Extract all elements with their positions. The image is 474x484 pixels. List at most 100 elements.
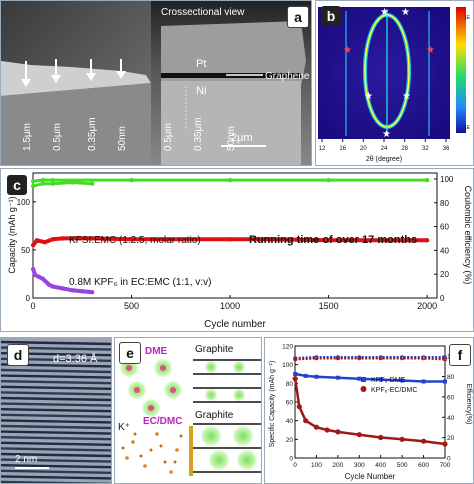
intercalated-ion-blob: [233, 361, 245, 373]
panel-e-graphite-top: Graphite: [195, 344, 234, 355]
panel-c-data-point: [385, 238, 390, 243]
scalebar-a: 2μm: [231, 132, 253, 144]
panel-f-data-point: [314, 356, 319, 361]
panel-c-xtick-label: 1000: [220, 301, 240, 311]
svg-text:★: ★: [380, 7, 389, 18]
panel-c-y2label: Coulombic efficiency (%): [463, 186, 473, 285]
panel-c-data-point: [31, 183, 36, 189]
panel-f-data-point: [400, 356, 405, 361]
panel-c-y2tick-label: 0: [440, 294, 445, 303]
panel-c-label-running: Running time of over 17 months: [249, 234, 417, 246]
panel-c-data-point: [42, 240, 47, 245]
panel-c-data-point: [89, 181, 95, 186]
panel-c: 0 500 1000 1500 2000 0 50 100 0 20 40 60 80 100 Capac…: [0, 168, 474, 332]
panel-b-heatmap: ★ ★ ★ ★ ★ ★ ★ 1E 1E 12 16 20 24 28 32 36 2θ (d…: [318, 7, 471, 163]
panel-d-scalebar: 2 nm: [15, 454, 37, 465]
panel-f-data-point: [293, 372, 298, 376]
panel-f-data-point: [378, 434, 384, 441]
lattice-fringe: [1, 464, 111, 469]
panel-f-data-point: [443, 379, 447, 384]
panel-c-ytick-label: 100: [17, 198, 31, 207]
panel-c-data-point: [424, 238, 430, 243]
panel-c-data-point: [188, 237, 193, 242]
panel-b-xtick-label: 28: [401, 146, 408, 152]
solvent-molecule: [143, 464, 147, 468]
ni-label: Ni: [196, 85, 206, 97]
panel-c-label-kpf6: 0.8M KPF₆ in EC:EMC (1:1, v:v): [69, 277, 211, 288]
panel-f-data-point: [324, 427, 330, 433]
panel-c-data-point: [80, 289, 85, 294]
panel-f-xtick-label: 700: [440, 462, 451, 469]
panel-e-k-ion: K⁺: [118, 422, 130, 433]
lattice-fringe: [1, 452, 111, 458]
panel-f-xtick-label: 0: [293, 462, 297, 469]
solvent-molecule: [179, 434, 183, 438]
lattice-fringe: [1, 396, 111, 402]
panel-f-xtick-label: 100: [311, 462, 322, 469]
panel-f-y2tick-label: 0: [447, 456, 451, 463]
solvated-ion-core: [160, 365, 166, 371]
panel-f-ytick-label: 40: [286, 418, 294, 425]
panel-a: Crossectional view Pt Ni Graphene 2μm 1.…: [0, 0, 312, 166]
panel-c-y2tick-label: 20: [440, 270, 449, 279]
panel-c-tag: c: [7, 175, 27, 195]
panel-a-sem-image: Crossectional view Pt Ni Graphene 2μm 1.…: [1, 1, 311, 165]
lattice-fringe: [1, 391, 111, 396]
panel-f-data-point: [293, 357, 298, 362]
panel-f-chart: 0 100 200 300 400 500 600 700020406080100120020…: [269, 344, 472, 482]
panel-c-data-point: [32, 272, 38, 278]
panel-f-y2tick-label: 60: [447, 394, 455, 401]
lattice-fringe: [1, 430, 111, 435]
panel-f-data-point: [292, 376, 298, 382]
panel-a-right-label: 50nm: [226, 126, 237, 151]
panel-f-ylabel: Specific Capacity (mAh g⁻¹): [269, 361, 276, 448]
panel-b-xtick-label: 32: [422, 146, 429, 152]
panel-f-data-point: [296, 404, 302, 410]
panel-a-tag: a: [287, 6, 309, 28]
colorbar-bottom: 1E: [464, 125, 471, 131]
panel-f-ytick-label: 80: [286, 381, 294, 388]
panel-f-data-point: [421, 379, 426, 384]
panel-f-data-point: [313, 424, 320, 430]
solvent-molecule: [121, 446, 125, 450]
panel-c-data-point: [227, 237, 233, 242]
panel-f-y2tick-label: 40: [447, 415, 455, 422]
panel-f-legend-ec: KPF₆-EC/DMC: [371, 387, 417, 394]
svg-text:★: ★: [343, 45, 352, 56]
panel-c-xtick-label: 500: [124, 301, 139, 311]
panel-f-xtick-label: 400: [375, 462, 386, 469]
panel-b-xtick-label: 36: [443, 146, 450, 152]
panel-b-xtick-label: 16: [339, 146, 346, 152]
panel-c-data-point: [50, 181, 55, 186]
panel-d-tag: d: [7, 344, 29, 366]
panel-f-y2tick-label: 80: [447, 374, 455, 381]
panel-f-ytick-label: 120: [282, 344, 293, 351]
intercalated-ion-blob: [205, 389, 217, 401]
intercalated-ion-blob: [233, 389, 245, 401]
panel-c-data-point: [89, 236, 95, 241]
panel-f-ytick-label: 100: [282, 362, 293, 369]
panel-c-ylabel: Capacity (mAh g⁻¹): [7, 196, 17, 273]
panel-c-data-point: [40, 177, 46, 183]
panel-c-data-point: [326, 238, 331, 243]
solvated-ion-core: [134, 387, 140, 393]
panel-e-schematic: DME Graphite K⁺ EC/DMC Graphite: [118, 344, 261, 476]
panel-f-data-point: [421, 438, 427, 444]
panel-c-ytick-label: 50: [21, 246, 30, 255]
lattice-fringe: [1, 447, 111, 452]
panel-f: 0 100 200 300 400 500 600 700 0 20 40 60 80 100 120 0 20…: [264, 337, 474, 484]
solvated-ion-core: [148, 405, 154, 411]
panel-f-ytick-label: 20: [286, 437, 294, 444]
lattice-fringe: [1, 413, 111, 418]
graphene-label: Graphene: [265, 71, 310, 82]
lattice-fringe: [1, 458, 111, 463]
panel-c-label-kfsi: KFSI:EMC (1:2.5, molar ratio): [69, 235, 201, 246]
panel-c-data-point: [70, 236, 75, 241]
panel-b-xlabel: 2θ (degree): [366, 156, 402, 163]
solvent-molecule: [169, 470, 173, 474]
panel-c-data-point: [129, 237, 134, 242]
solvent-molecule: [139, 454, 143, 458]
legend-ec-swatch: [360, 386, 367, 392]
panel-f-xtick-label: 200: [332, 462, 343, 469]
panel-f-xlabel: Cycle Number: [345, 472, 396, 481]
